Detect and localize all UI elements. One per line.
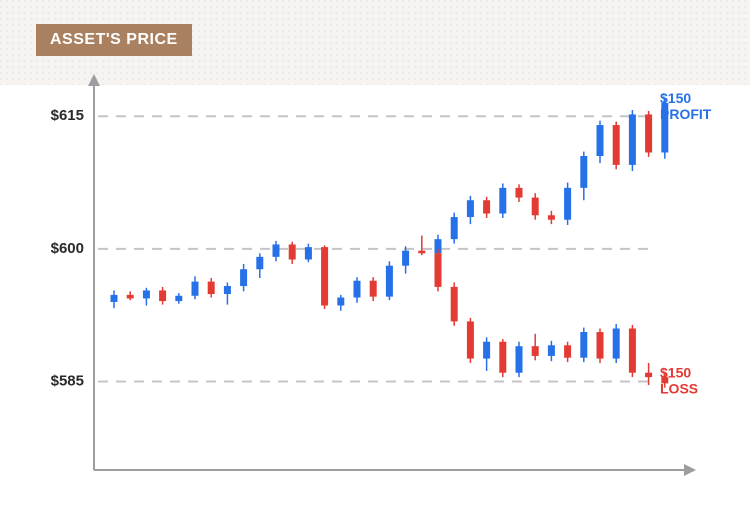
candle-body xyxy=(580,156,587,188)
candle-body xyxy=(208,282,215,294)
candle-body xyxy=(435,253,442,287)
candle-body xyxy=(192,282,199,296)
profit-annotation: $150 xyxy=(660,90,691,106)
candle-body xyxy=(499,188,506,214)
candle-body xyxy=(451,287,458,321)
candle-body xyxy=(143,290,150,298)
y-axis-tick-label: $615 xyxy=(51,107,84,124)
candle-body xyxy=(175,296,182,301)
loss-annotation-sub: LOSS xyxy=(660,381,698,397)
page: ASSET'S PRICE $585$600$615$150PROFIT$150… xyxy=(0,0,750,516)
candlestick-chart: $585$600$615$150PROFIT$150LOSS xyxy=(36,60,726,500)
x-axis-arrow-icon xyxy=(684,464,696,476)
candle-body xyxy=(111,295,118,302)
candle-body xyxy=(483,342,490,359)
candle-body xyxy=(580,332,587,358)
candle-body xyxy=(613,125,620,165)
candle-body xyxy=(645,114,652,152)
candle-body xyxy=(451,217,458,239)
candle-body xyxy=(532,198,539,216)
candle-body xyxy=(629,328,636,372)
candle-body xyxy=(597,125,604,156)
candle-body xyxy=(386,266,393,297)
candle-body xyxy=(273,244,280,256)
candle-body xyxy=(564,345,571,357)
candle-body xyxy=(483,200,490,213)
candle-body xyxy=(467,200,474,217)
candle-body xyxy=(402,251,409,266)
candle-body xyxy=(354,281,361,298)
candle-body xyxy=(564,188,571,220)
y-axis-tick-label: $600 xyxy=(51,240,84,257)
candle-body xyxy=(597,332,604,359)
profit-annotation-sub: PROFIT xyxy=(660,106,712,122)
series-common xyxy=(111,236,426,311)
candle-body xyxy=(548,215,555,219)
candle-body xyxy=(127,295,134,299)
candle-body xyxy=(305,247,312,259)
candle-body xyxy=(337,298,344,306)
candle-body xyxy=(418,251,425,254)
candle-body xyxy=(240,269,247,286)
candle-body xyxy=(224,286,231,294)
candle-body xyxy=(256,257,263,269)
loss-annotation: $150 xyxy=(660,365,691,381)
candle-body xyxy=(629,114,636,164)
candle-body xyxy=(532,346,539,356)
series-loss xyxy=(435,249,669,388)
y-axis-arrow-icon xyxy=(88,74,100,86)
chart-title-badge: ASSET'S PRICE xyxy=(36,24,192,56)
candle-body xyxy=(159,290,166,301)
candle-body xyxy=(645,373,652,377)
candle-body xyxy=(499,342,506,373)
candle-body xyxy=(548,345,555,356)
candle-body xyxy=(321,247,328,305)
candle-body xyxy=(370,281,377,297)
candle-body xyxy=(516,346,523,373)
candle-body xyxy=(289,244,296,259)
y-axis-tick-label: $585 xyxy=(51,373,84,390)
chart-title-text: ASSET'S PRICE xyxy=(50,31,178,48)
series-profit xyxy=(435,99,669,261)
candle-body xyxy=(516,188,523,198)
candle-body xyxy=(613,328,620,358)
candle-body xyxy=(467,321,474,358)
